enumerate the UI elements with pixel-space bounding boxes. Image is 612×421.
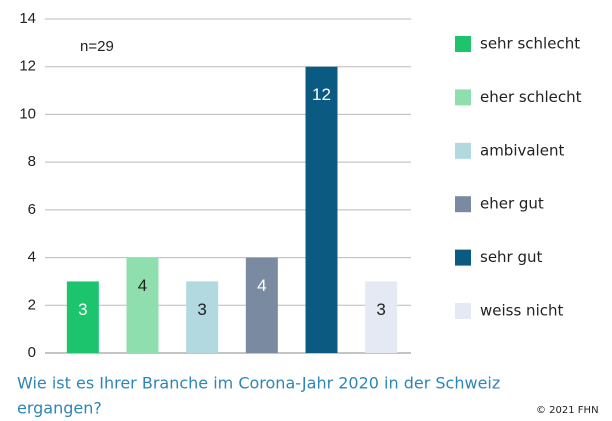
legend-swatch <box>455 249 471 266</box>
y-tick-label: 4 <box>28 249 36 266</box>
bar <box>305 66 338 353</box>
legend-swatch <box>455 142 471 159</box>
legend-label: ambivalent <box>480 141 564 159</box>
caption: ergangen? <box>17 399 102 418</box>
legend-swatch <box>455 89 471 106</box>
y-tick-label: 0 <box>28 344 36 361</box>
y-tick-label: 12 <box>19 58 36 75</box>
y-tick-label: 10 <box>19 105 36 122</box>
value-label: 4 <box>257 276 266 295</box>
bar <box>66 281 99 353</box>
value-label: 4 <box>138 276 147 295</box>
caption: Wie ist es Ihrer Branche im Corona-Jahr … <box>17 374 500 393</box>
legend-label: eher schlecht <box>480 88 582 106</box>
legend-swatch <box>455 36 471 52</box>
value-label: 3 <box>78 300 87 319</box>
y-tick-label: 6 <box>28 201 36 218</box>
bar <box>365 281 398 353</box>
bar <box>186 281 219 353</box>
y-tick-label: 14 <box>19 10 36 27</box>
bar <box>126 257 159 353</box>
legend-swatch <box>455 303 471 319</box>
annotation: n=29 <box>80 38 114 55</box>
value-label: 3 <box>376 300 385 319</box>
legend-label: eher gut <box>480 195 544 213</box>
value-label: 12 <box>312 85 331 104</box>
y-tick-label: 2 <box>28 296 36 313</box>
copyright: © 2021 FHN <box>536 405 599 416</box>
legend-label: sehr gut <box>480 248 543 266</box>
bar <box>245 257 278 353</box>
value-label: 3 <box>197 300 206 319</box>
legend-swatch <box>455 196 471 213</box>
legend-label: weiss nicht <box>480 302 563 320</box>
legend-label: sehr schlecht <box>480 35 580 53</box>
y-tick-label: 8 <box>28 153 36 170</box>
